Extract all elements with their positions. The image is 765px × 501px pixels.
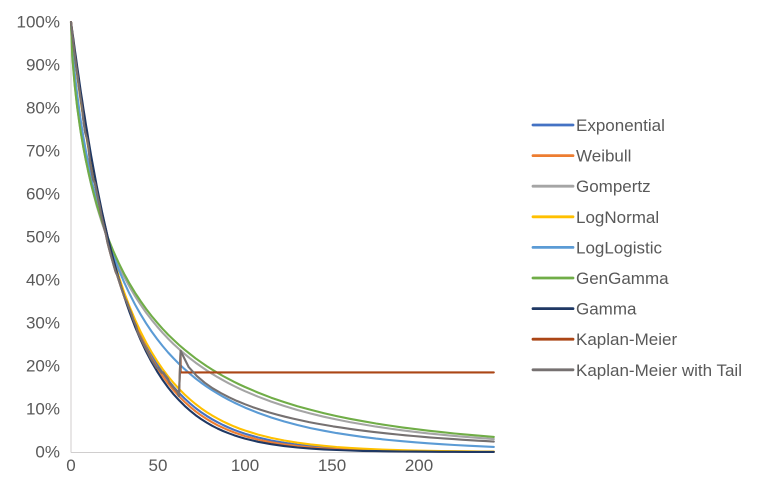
svg-text:GenGamma: GenGamma bbox=[576, 269, 669, 288]
svg-text:100: 100 bbox=[231, 456, 259, 475]
svg-text:60%: 60% bbox=[26, 185, 60, 204]
svg-text:10%: 10% bbox=[26, 400, 60, 419]
svg-text:LogLogistic: LogLogistic bbox=[576, 238, 663, 257]
svg-text:Gamma: Gamma bbox=[576, 300, 637, 319]
svg-text:200: 200 bbox=[405, 456, 433, 475]
svg-text:Exponential: Exponential bbox=[576, 116, 665, 135]
svg-text:0: 0 bbox=[66, 456, 75, 475]
svg-text:30%: 30% bbox=[26, 314, 60, 333]
svg-text:LogNormal: LogNormal bbox=[576, 208, 659, 227]
svg-text:70%: 70% bbox=[26, 142, 60, 161]
svg-text:50: 50 bbox=[149, 456, 168, 475]
svg-text:150: 150 bbox=[318, 456, 346, 475]
svg-text:40%: 40% bbox=[26, 271, 60, 290]
svg-text:20%: 20% bbox=[26, 357, 60, 376]
svg-text:80%: 80% bbox=[26, 99, 60, 118]
svg-text:0%: 0% bbox=[35, 443, 60, 462]
svg-text:Weibull: Weibull bbox=[576, 147, 631, 166]
svg-text:100%: 100% bbox=[17, 13, 60, 32]
svg-text:90%: 90% bbox=[26, 56, 60, 75]
svg-text:Gompertz: Gompertz bbox=[576, 177, 651, 196]
svg-text:50%: 50% bbox=[26, 228, 60, 247]
svg-text:Kaplan-Meier: Kaplan-Meier bbox=[576, 330, 677, 349]
svg-text:Kaplan-Meier with Tail: Kaplan-Meier with Tail bbox=[576, 361, 742, 380]
